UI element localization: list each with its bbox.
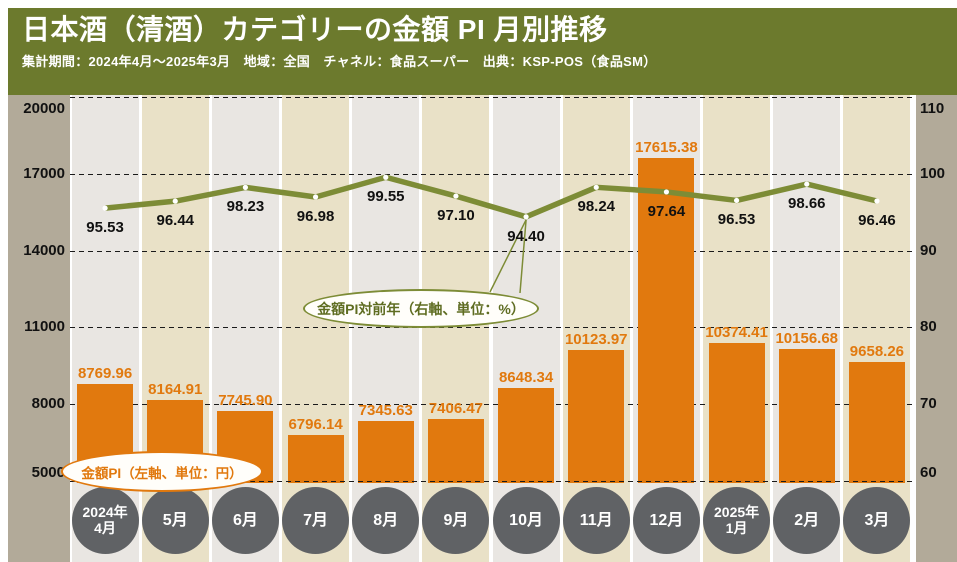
column-stripe (562, 95, 630, 562)
month-circle: 5月 (141, 487, 209, 554)
bar (568, 349, 625, 483)
left-axis-tick-label: 11000 (24, 318, 65, 336)
left-axis-panel: 20000 17000 14000 11000 8000 5000 (8, 95, 70, 562)
line-value-label: 96.46 (858, 211, 896, 229)
right-axis-tick-label: 100 (920, 164, 946, 182)
gridline (70, 404, 912, 406)
gridline (70, 481, 912, 482)
bar-value-label: 7345.63 (358, 401, 413, 419)
column-stripe (352, 95, 420, 562)
line-value-label: 96.44 (156, 212, 195, 230)
chart-header: 日本酒（清酒）カテゴリーの金額 PI 月別推移 集計期間：2024年4月～202… (8, 8, 957, 95)
bar-value-label: 10156.68 (775, 329, 839, 347)
chart-subtitle: 集計期間：2024年4月～2025年3月 地域：全国 チャネル：食品スーパー 出… (22, 53, 657, 69)
bar-value-label: 17615.38 (635, 139, 698, 157)
right-axis-tick-label: 70 (920, 395, 937, 413)
bar-value-label: 9658.26 (849, 342, 905, 360)
right-axis-tick-label: 110 (920, 100, 945, 117)
month-circle: 6月 (211, 487, 279, 554)
bar-value-label: 10123.97 (564, 330, 628, 348)
column-stripe (703, 95, 771, 562)
column-stripe (282, 95, 350, 562)
line-value-label: 98.66 (787, 195, 826, 213)
plot-area: 金額PI対前年（右軸、単位：%） 金額PI（左軸、単位：円） 8769.96 81… (61, 95, 912, 562)
right-axis-tick-label: 60 (920, 464, 937, 481)
bar-value-label: 8164.91 (148, 380, 203, 398)
line-value-label: 94.40 (507, 227, 545, 245)
column-stripe (843, 95, 911, 562)
page-title: 日本酒（清酒）カテゴリーの金額 PI 月別推移 (22, 14, 608, 45)
line-value-label: 96.53 (717, 211, 756, 229)
month-circle: 8月 (352, 487, 420, 554)
bar (498, 387, 555, 483)
line-value-label: 96.98 (296, 207, 335, 225)
line-value-label: 95.53 (86, 219, 124, 237)
right-axis-tick-label: 90 (920, 241, 937, 259)
month-circle: 11月 (562, 487, 630, 554)
bar (778, 348, 835, 483)
left-axis-tick-label: 14000 (23, 241, 65, 259)
bar-value-label: 7406.47 (428, 400, 484, 418)
month-circle: 7月 (282, 487, 350, 554)
line-value-label: 97.10 (437, 207, 475, 225)
line-series-callout: 金額PI対前年（右軸、単位：%） (303, 289, 539, 328)
bar (357, 420, 414, 483)
bar-value-label: 6796.14 (288, 416, 343, 434)
bar-value-label: 7745.90 (218, 391, 273, 409)
line-value-label: 97.64 (647, 202, 686, 220)
gridline (70, 327, 912, 329)
right-axis-tick-label: 80 (920, 318, 937, 336)
bar (708, 343, 765, 483)
left-axis-tick-label: 17000 (23, 164, 65, 182)
bar (427, 419, 484, 483)
line-value-label: 99.55 (366, 188, 405, 206)
month-circle: 2025年 1月 (703, 487, 771, 554)
line-value-label: 98.24 (577, 198, 616, 216)
bar (287, 435, 344, 483)
month-circle: 12月 (632, 487, 700, 554)
column-stripe (422, 95, 490, 562)
gridline (70, 97, 912, 98)
left-axis-tick-label: 8000 (31, 395, 65, 413)
left-axis-tick-label: 5000 (31, 464, 65, 481)
bar-series-callout: 金額PI（左軸、単位：円） (61, 451, 263, 492)
bar-value-label: 8648.34 (498, 368, 554, 386)
chart-region: 20000 17000 14000 11000 8000 5000 110 100 90 80 7… (8, 95, 957, 562)
left-axis-tick-label: 20000 (23, 100, 65, 117)
gridline (70, 250, 912, 252)
month-circle: 9月 (422, 487, 490, 554)
month-circle: 10月 (492, 487, 560, 554)
bar (848, 361, 905, 483)
month-circle: 2024年 4月 (71, 487, 139, 554)
line-value-label: 98.23 (226, 198, 265, 216)
column-stripe (492, 95, 560, 562)
right-axis-panel: 110 100 90 80 70 60 (916, 95, 957, 562)
month-circle: 2月 (773, 487, 841, 554)
bar-value-label: 10374.41 (705, 324, 768, 342)
bar-value-label: 8769.96 (77, 365, 133, 383)
month-circle: 3月 (843, 487, 911, 554)
column-stripe (773, 95, 841, 562)
gridline (70, 173, 912, 175)
